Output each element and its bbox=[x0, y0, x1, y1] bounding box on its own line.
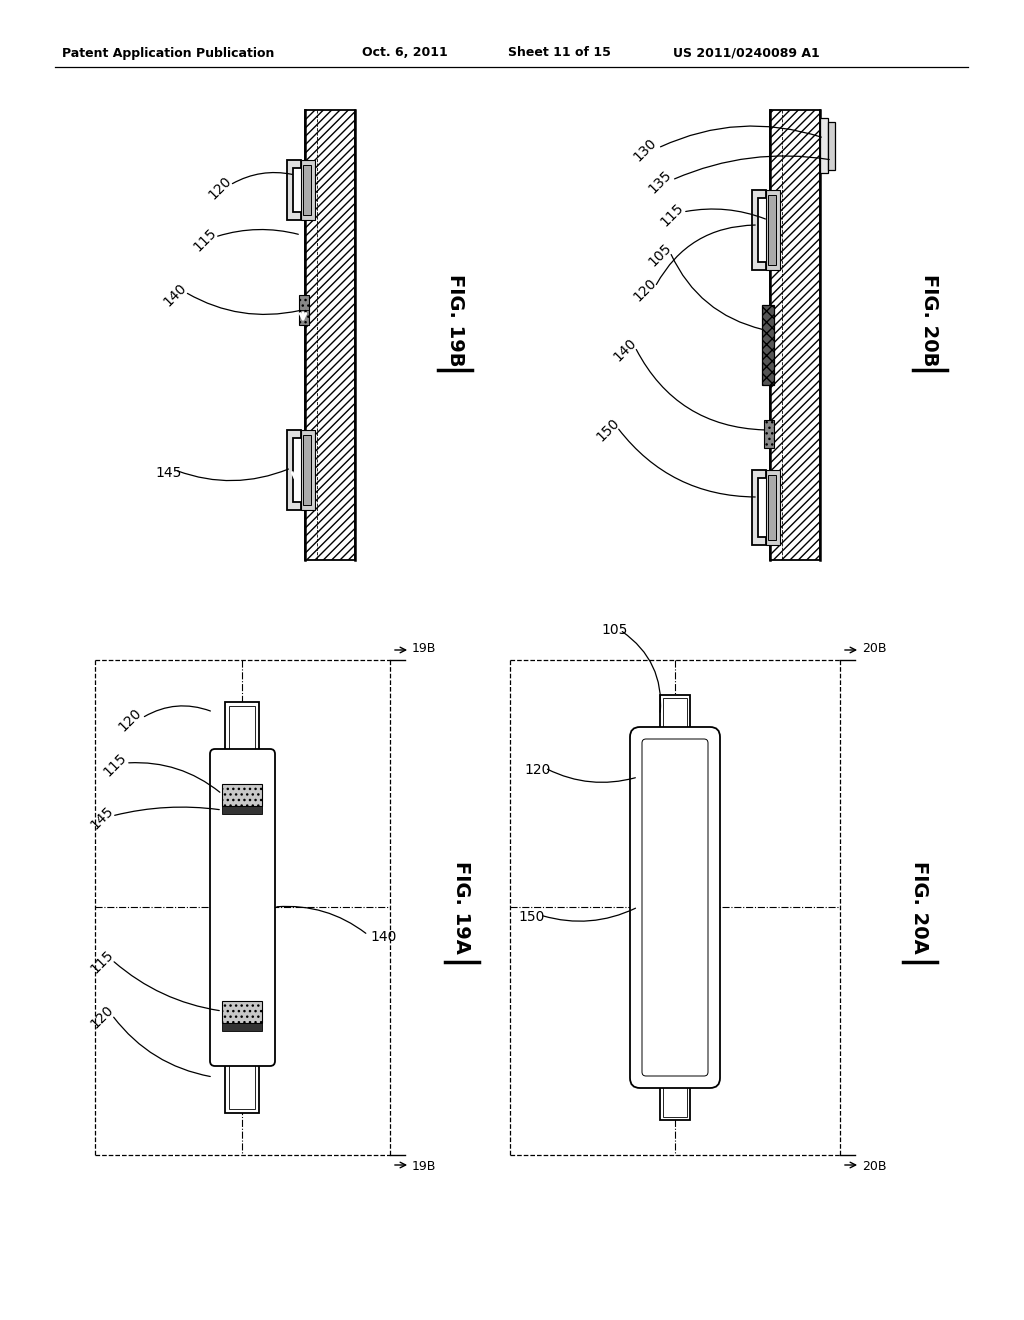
Bar bbox=[663, 698, 687, 734]
Text: Oct. 6, 2011: Oct. 6, 2011 bbox=[362, 46, 447, 59]
Text: 105: 105 bbox=[602, 623, 628, 638]
Bar bbox=[768, 475, 776, 540]
Text: 115: 115 bbox=[657, 201, 686, 230]
Bar bbox=[770, 110, 820, 560]
FancyBboxPatch shape bbox=[642, 739, 708, 1076]
Bar bbox=[222, 1001, 262, 1023]
Bar bbox=[828, 121, 835, 170]
Text: 145: 145 bbox=[155, 466, 181, 480]
Bar bbox=[222, 807, 262, 814]
Text: 145: 145 bbox=[88, 804, 117, 833]
Polygon shape bbox=[287, 160, 301, 220]
Text: 20B: 20B bbox=[862, 642, 887, 655]
Text: 150: 150 bbox=[594, 416, 623, 445]
Text: 120: 120 bbox=[88, 1003, 117, 1031]
Text: 120: 120 bbox=[116, 706, 144, 734]
Text: 115: 115 bbox=[100, 751, 129, 779]
Text: 120: 120 bbox=[631, 276, 659, 305]
Bar bbox=[229, 1065, 255, 1109]
Text: 19B: 19B bbox=[412, 642, 436, 655]
Bar bbox=[660, 1078, 690, 1119]
Bar bbox=[303, 436, 311, 506]
Text: 120: 120 bbox=[525, 763, 551, 777]
Bar bbox=[303, 165, 311, 215]
Bar bbox=[225, 1061, 259, 1113]
Bar bbox=[299, 294, 309, 325]
Text: 140: 140 bbox=[370, 931, 396, 944]
Text: 140: 140 bbox=[610, 335, 639, 364]
Text: FIG. 20A: FIG. 20A bbox=[910, 861, 930, 953]
Text: 140: 140 bbox=[161, 281, 189, 309]
Text: 115: 115 bbox=[88, 948, 117, 977]
Text: FIG. 19A: FIG. 19A bbox=[453, 861, 471, 953]
Bar bbox=[301, 430, 315, 510]
Text: Sheet 11 of 15: Sheet 11 of 15 bbox=[508, 46, 611, 59]
Polygon shape bbox=[752, 470, 766, 545]
Text: 150: 150 bbox=[519, 909, 545, 924]
Text: Patent Application Publication: Patent Application Publication bbox=[62, 46, 274, 59]
Text: 135: 135 bbox=[646, 168, 674, 197]
Text: 130: 130 bbox=[631, 136, 659, 164]
Text: 120: 120 bbox=[206, 174, 234, 202]
Bar bbox=[301, 160, 315, 220]
Bar bbox=[762, 305, 774, 385]
Bar bbox=[766, 470, 780, 545]
Bar bbox=[660, 696, 690, 737]
Text: FIG. 19B: FIG. 19B bbox=[445, 273, 465, 366]
Polygon shape bbox=[287, 430, 301, 510]
Polygon shape bbox=[752, 190, 766, 271]
FancyBboxPatch shape bbox=[630, 727, 720, 1088]
Bar bbox=[229, 706, 255, 750]
Bar bbox=[225, 702, 259, 754]
FancyBboxPatch shape bbox=[210, 748, 275, 1067]
Text: 19B: 19B bbox=[412, 1160, 436, 1173]
Bar bbox=[222, 1023, 262, 1031]
Text: 20B: 20B bbox=[862, 1160, 887, 1173]
Bar bbox=[766, 190, 780, 271]
Bar bbox=[820, 117, 828, 173]
Bar bbox=[663, 1081, 687, 1117]
Text: US 2011/0240089 A1: US 2011/0240089 A1 bbox=[673, 46, 820, 59]
Text: 105: 105 bbox=[646, 240, 674, 269]
Bar bbox=[768, 195, 776, 265]
Text: 115: 115 bbox=[190, 226, 219, 255]
Bar bbox=[305, 110, 355, 560]
Text: FIG. 20B: FIG. 20B bbox=[921, 273, 939, 366]
Bar bbox=[222, 784, 262, 807]
Bar bbox=[764, 420, 774, 447]
